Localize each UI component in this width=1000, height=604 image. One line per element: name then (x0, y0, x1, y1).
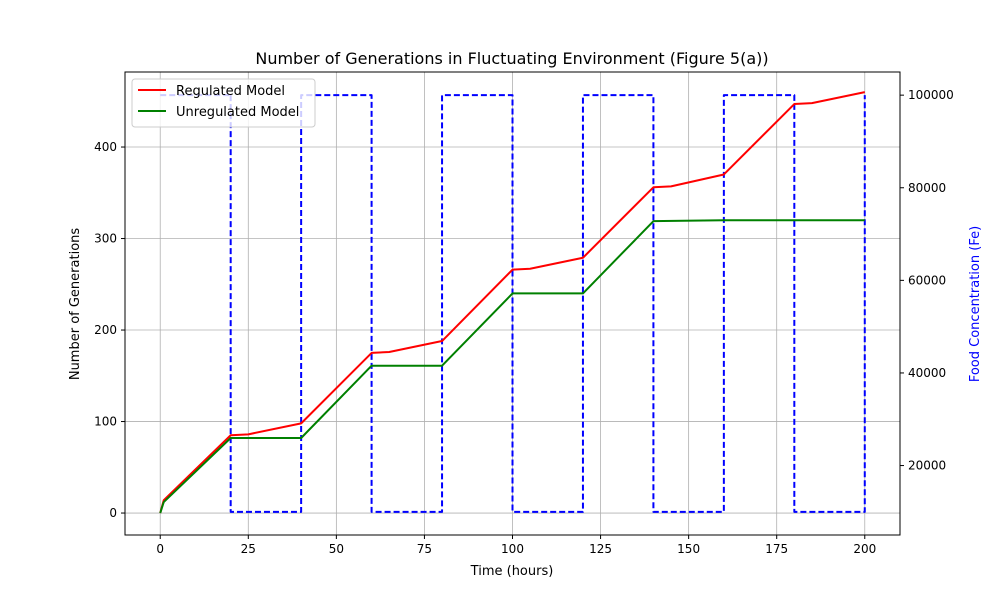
y2-axis-label: Food Concentration (Fe) (968, 226, 983, 382)
y2-tick-label: 20000 (908, 459, 946, 473)
y2-tick-label: 60000 (908, 273, 946, 287)
y-tick-label: 200 (94, 323, 117, 337)
y2-tick-label: 40000 (908, 366, 946, 380)
unregulated-model-line (159, 219, 865, 514)
legend: Regulated Model Unregulated Model (131, 78, 316, 128)
y-tick-label: 400 (94, 140, 117, 154)
x-tick-label: 25 (241, 542, 256, 556)
x-axis-label: Time (hours) (470, 564, 554, 579)
legend-label-regulated: Regulated Model (176, 84, 285, 99)
regulated-model-line (159, 91, 865, 514)
x-tick-label: 50 (329, 542, 344, 556)
x-tick-label: 200 (853, 542, 876, 556)
y-axis-ticks: 0 100 200 300 400 (94, 140, 125, 520)
y-axis-label: Number of Generations (68, 228, 83, 381)
legend-box (131, 78, 316, 128)
legend-label-unregulated: Unregulated Model (176, 105, 299, 120)
x-tick-label: 125 (589, 542, 612, 556)
x-tick-label: 150 (677, 542, 700, 556)
chart-title: Number of Generations in Fluctuating Env… (255, 49, 768, 68)
food-concentration-line (229, 94, 866, 513)
x-axis-ticks: 0 25 50 75 100 125 150 175 200 (156, 535, 876, 556)
x-tick-label: 100 (501, 542, 524, 556)
y2-axis-ticks: 20000 40000 60000 80000 100000 (900, 88, 954, 473)
x-tick-label: 0 (156, 542, 164, 556)
y-tick-label: 0 (109, 506, 117, 520)
x-tick-label: 75 (417, 542, 432, 556)
series-layer (159, 91, 865, 514)
x-tick-label: 175 (765, 542, 788, 556)
y2-tick-label: 100000 (908, 88, 954, 102)
y-tick-label: 100 (94, 415, 117, 429)
y-tick-label: 300 (94, 232, 117, 246)
y2-tick-label: 80000 (908, 181, 946, 195)
